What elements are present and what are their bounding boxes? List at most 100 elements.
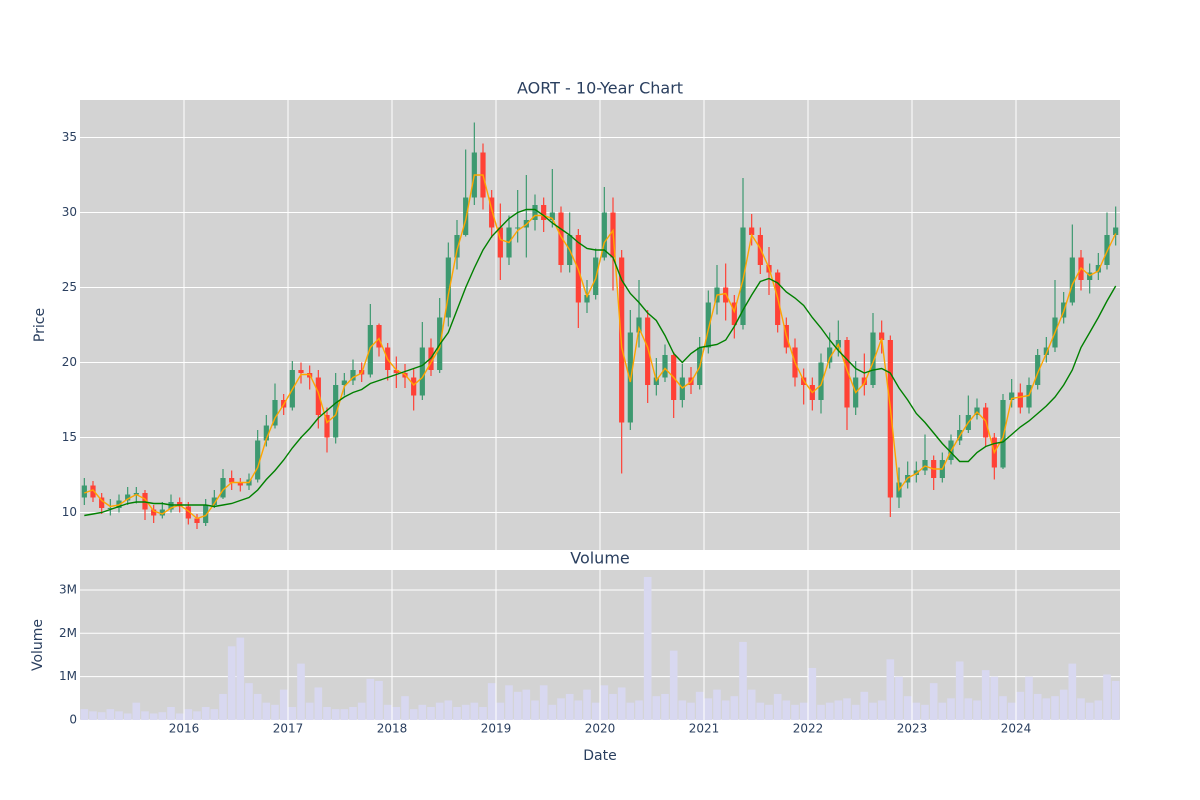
volume-bar	[886, 659, 895, 720]
candle-body	[237, 482, 243, 486]
volume-bar	[158, 712, 167, 720]
candle-body	[662, 355, 668, 378]
candle-body	[497, 227, 503, 258]
x-tick-label: 2018	[377, 722, 408, 736]
candle-body	[81, 485, 87, 498]
volume-bar	[1077, 698, 1085, 720]
volume-bar	[669, 650, 678, 720]
volume-bar	[132, 702, 141, 720]
candle-body	[1017, 392, 1023, 408]
candle-body	[705, 302, 711, 348]
candle-body	[90, 485, 96, 498]
candle-body	[125, 494, 131, 501]
volume-bar	[496, 702, 505, 720]
x-tick-label: 2020	[585, 722, 616, 736]
volume-bar	[817, 704, 825, 720]
candle-body	[818, 362, 824, 400]
candle-body	[636, 317, 642, 333]
volume-bar	[955, 661, 964, 720]
volume-bar	[895, 676, 903, 720]
volume-bar	[713, 689, 721, 720]
y-tick-label: 30	[62, 205, 77, 219]
volume-bar	[574, 700, 583, 720]
x-tick-label: 2022	[793, 722, 824, 736]
candle-body	[350, 370, 356, 381]
x-tick-label: 2023	[897, 722, 928, 736]
volume-bar	[1033, 693, 1042, 720]
volume-bar	[340, 709, 349, 720]
volume-bar	[201, 706, 210, 720]
volume-bar	[782, 700, 791, 720]
volume-bar	[297, 663, 305, 720]
volume-bar	[999, 696, 1007, 720]
volume-bar	[756, 702, 765, 720]
volume-bar	[383, 704, 392, 720]
volume-bar	[929, 683, 938, 720]
x-tick-label: 2016	[169, 722, 200, 736]
volume-bar	[617, 687, 626, 720]
volume-bar	[80, 709, 89, 720]
volume-bar	[305, 702, 314, 720]
volume-bar	[167, 706, 175, 720]
candle-body	[255, 440, 261, 480]
moving-average-line	[84, 208, 1117, 517]
candle-body	[1000, 400, 1006, 468]
volume-bar	[548, 704, 557, 720]
candle-body	[272, 400, 278, 426]
volume-bar	[739, 641, 747, 720]
volume-title: Volume	[570, 549, 630, 568]
volume-bar	[1085, 702, 1094, 720]
volume-bar	[505, 685, 513, 720]
volume-bar	[262, 702, 271, 720]
volume-bar	[557, 698, 565, 720]
volume-bar	[271, 704, 279, 720]
candle-body	[203, 505, 209, 523]
volume-bar	[791, 704, 799, 720]
volume-bar	[531, 700, 539, 720]
volume-bar	[1094, 700, 1103, 720]
volume-bar	[921, 704, 929, 720]
candle-body	[211, 497, 217, 505]
candle-body	[263, 425, 269, 441]
x-tick-label: 2021	[689, 722, 720, 736]
candle-body	[879, 332, 885, 340]
candle-body	[419, 347, 425, 396]
volume-bar	[912, 702, 921, 720]
candle-body	[541, 205, 547, 220]
candle-body	[411, 377, 417, 396]
volume-bar	[349, 706, 357, 720]
candle-body	[1095, 265, 1101, 273]
volume-bar	[869, 702, 877, 720]
candle-body	[532, 205, 538, 220]
volume-bar	[123, 713, 132, 720]
volume-bar	[375, 680, 383, 720]
candle-body	[220, 478, 226, 498]
candle-body	[749, 227, 755, 235]
candle-body	[870, 332, 876, 385]
candle-body	[601, 212, 607, 258]
volume-bar	[583, 689, 591, 720]
volume-bar	[964, 698, 973, 720]
candle-body	[324, 415, 330, 438]
candle-body	[376, 325, 382, 348]
volume-bar	[479, 706, 487, 720]
volume-bar	[903, 696, 912, 720]
y-tick-label: 2M	[59, 626, 77, 640]
volume-bar	[652, 696, 661, 720]
volume-bar	[981, 670, 990, 720]
y-tick-label: 20	[62, 355, 77, 369]
volume-bar	[678, 700, 687, 720]
volume-bar	[193, 711, 201, 720]
volume-bar	[1016, 691, 1025, 720]
volume-bar	[444, 700, 453, 720]
volume-bar	[938, 702, 947, 720]
volume-bar	[609, 693, 617, 720]
y-tick-label: 15	[62, 430, 77, 444]
volume-bar	[1059, 689, 1068, 720]
volume-bar	[427, 706, 435, 720]
volume-axis-label: Volume	[30, 619, 46, 671]
volume-bar	[635, 700, 643, 720]
volume-bar	[695, 691, 704, 720]
candle-body	[454, 235, 460, 258]
